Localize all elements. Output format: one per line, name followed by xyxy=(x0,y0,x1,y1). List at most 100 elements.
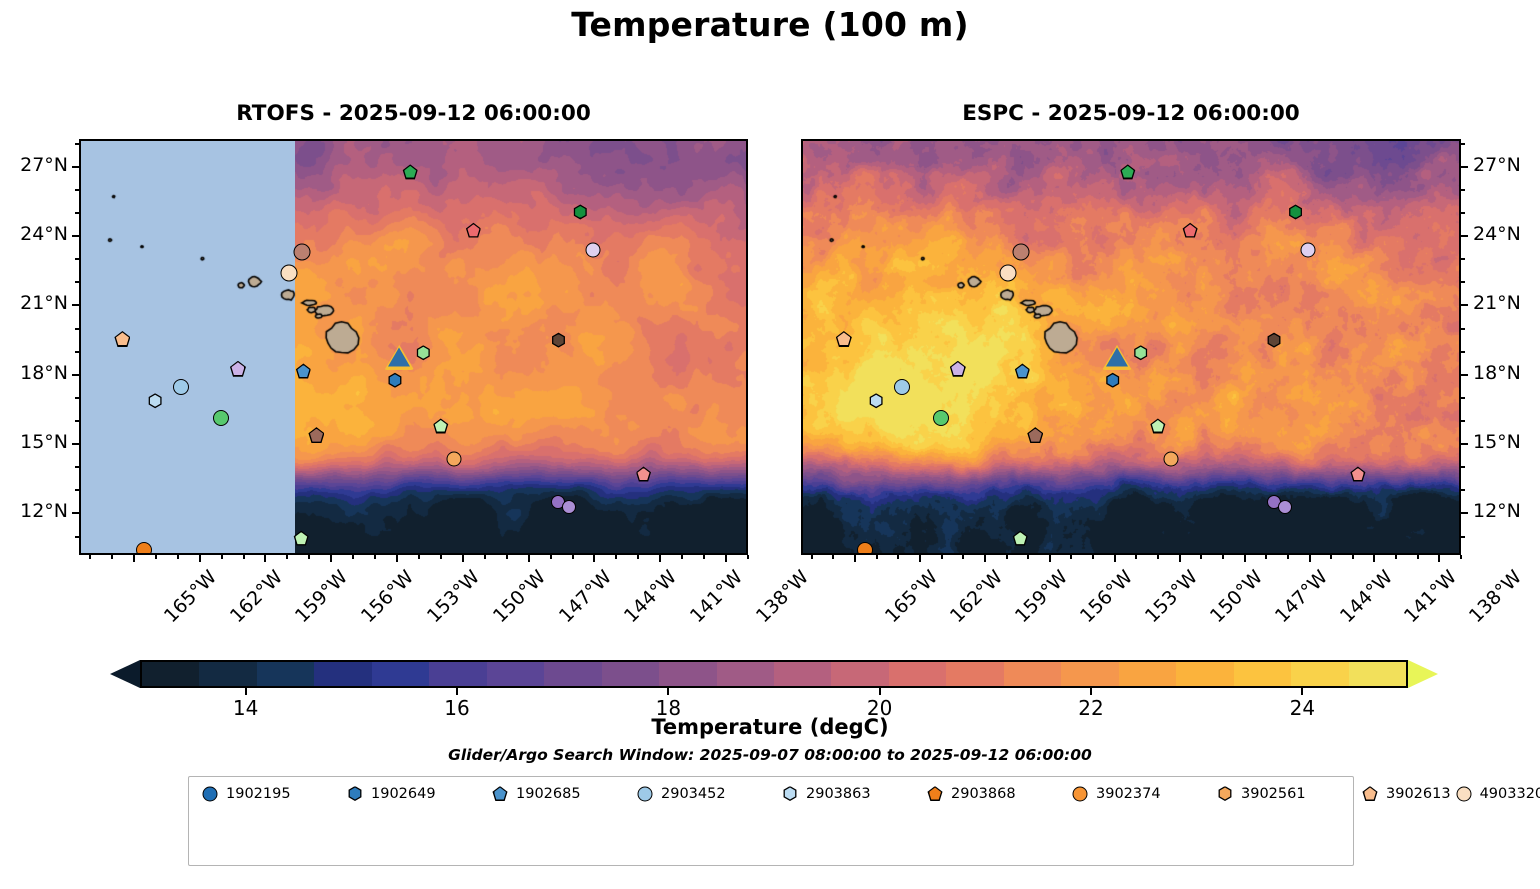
platform-marker-2903868[interactable] xyxy=(857,541,874,553)
colorbar-ticklabel-24: 24 xyxy=(1289,696,1316,720)
platform-marker-5905275[interactable] xyxy=(212,409,229,426)
xlabel-147°W: 147°W xyxy=(554,566,616,628)
platform-marker-5905853[interactable] xyxy=(416,345,431,361)
legend-item-1902685[interactable]: 1902685 xyxy=(487,783,632,804)
platform-marker-1902649[interactable] xyxy=(387,372,402,388)
platform-marker-5906811[interactable] xyxy=(585,242,601,258)
platform-marker-2903863[interactable] xyxy=(869,393,884,409)
legend-item-2903863[interactable]: 2903863 xyxy=(777,783,922,804)
xtick-minor xyxy=(439,555,442,559)
xtick-minor xyxy=(1027,555,1030,559)
platform-marker-7901106[interactable] xyxy=(1012,243,1030,261)
platform-marker-5906514[interactable] xyxy=(636,466,652,482)
platform-marker-1902685[interactable] xyxy=(1014,363,1030,379)
glider-marker-sg626[interactable] xyxy=(1106,347,1129,367)
platform-marker-3902613[interactable] xyxy=(835,330,852,347)
platform-marker-5904976[interactable] xyxy=(1120,164,1136,180)
glider-marker-sg626[interactable] xyxy=(388,347,411,367)
xlabel-141°W: 141°W xyxy=(1400,566,1462,628)
colorbar-band-13 xyxy=(888,662,947,686)
xtick-minor xyxy=(1351,555,1354,559)
xtick-minor xyxy=(747,555,749,559)
platform-marker-5905275[interactable] xyxy=(932,409,949,426)
ylabel-12°N: 12°N xyxy=(1473,500,1521,523)
xtick-major-165°W xyxy=(132,555,135,562)
legend-item-3902561[interactable]: 3902561 xyxy=(1212,783,1357,804)
platform-marker-5906814[interactable] xyxy=(551,332,566,348)
ytick-minor xyxy=(1461,188,1465,191)
xtick-minor xyxy=(308,555,311,559)
colorbar-band-15 xyxy=(1003,662,1062,686)
platform-marker-7901104[interactable] xyxy=(1027,427,1044,444)
ytick-minor xyxy=(75,258,79,261)
platform-marker-4903320[interactable] xyxy=(999,264,1017,282)
xtick-minor xyxy=(1070,555,1073,559)
colorbar: 14 16 18 20 22 24 xyxy=(110,660,1438,720)
platform-marker-5906095[interactable] xyxy=(293,530,309,546)
ytick-minor xyxy=(75,142,79,145)
ytick-major-21°N xyxy=(1461,304,1468,307)
ytick-minor xyxy=(1461,327,1465,330)
legend-item-4903320[interactable]: 4903320 xyxy=(1451,783,1540,804)
xtick-minor xyxy=(417,555,420,559)
legend-item-1902195[interactable]: 1902195 xyxy=(197,783,342,804)
colorbar-tick-18 xyxy=(667,688,670,695)
platform-marker-5906756[interactable] xyxy=(1277,500,1292,515)
platform-marker-5905853[interactable] xyxy=(1133,345,1148,361)
platform-marker-5906757[interactable] xyxy=(949,360,966,377)
platform-marker-5906095[interactable] xyxy=(1150,418,1166,434)
platform-marker-5906814[interactable] xyxy=(1267,332,1282,348)
ytick-minor xyxy=(75,466,79,469)
platform-marker-7901106[interactable] xyxy=(293,243,311,261)
ylabel-27°N: 27°N xyxy=(20,153,68,176)
ytick-minor xyxy=(75,188,79,191)
xtick-minor xyxy=(374,555,377,559)
xlabel-159°W: 159°W xyxy=(1010,566,1073,628)
xtick-minor xyxy=(352,555,355,559)
ytick-major-18°N xyxy=(72,373,79,376)
platform-marker-2903452[interactable] xyxy=(893,379,910,396)
ylabel-12°N: 12°N xyxy=(20,500,68,523)
platform-marker-4903321[interactable] xyxy=(573,204,588,220)
ytick-minor xyxy=(75,350,79,353)
ylabel-21°N: 21°N xyxy=(20,292,68,315)
platform-marker-4903321[interactable] xyxy=(1288,204,1303,220)
platform-marker-5906471[interactable] xyxy=(465,222,481,238)
platform-marker-5906514[interactable] xyxy=(1350,466,1366,482)
xlabel-159°W: 159°W xyxy=(291,566,353,628)
platform-marker-5906757[interactable] xyxy=(229,360,246,377)
platform-marker-5906471[interactable] xyxy=(1182,222,1198,238)
legend-item-2903868[interactable]: 2903868 xyxy=(922,783,1067,804)
platform-marker-3902561[interactable] xyxy=(1163,451,1179,467)
platform-marker-2903452[interactable] xyxy=(173,379,190,396)
platform-marker-5906095[interactable] xyxy=(433,418,449,434)
platform-marker-5906756[interactable] xyxy=(562,500,577,515)
platform-marker-2903863[interactable] xyxy=(148,393,163,409)
map-panel-rtofs[interactable] xyxy=(79,139,748,555)
xtick-minor xyxy=(703,555,706,559)
colorbar-over-arrow xyxy=(1408,660,1438,688)
platform-marker-5906095[interactable] xyxy=(1012,530,1028,546)
platform-marker-4903320[interactable] xyxy=(280,264,298,282)
platform-marker-1902649[interactable] xyxy=(1105,372,1120,388)
xlabel-150°W: 150°W xyxy=(1205,566,1267,628)
legend-label-1902685: 1902685 xyxy=(516,785,581,802)
platform-marker-3902613[interactable] xyxy=(114,330,131,347)
platform-marker-7901104[interactable] xyxy=(308,427,325,444)
xlabel-141°W: 141°W xyxy=(686,566,748,628)
platform-marker-2903868[interactable] xyxy=(136,541,153,553)
legend-label-3902613: 3902613 xyxy=(1386,785,1451,802)
xtick-minor xyxy=(286,555,289,559)
legend-item-3902374[interactable]: 3902374 xyxy=(1067,783,1212,804)
platform-marker-5904976[interactable] xyxy=(402,164,418,180)
platform-marker-3902561[interactable] xyxy=(446,451,462,467)
legend-item-1902649[interactable]: 1902649 xyxy=(342,783,487,804)
legend-item-3902613[interactable]: 3902613 xyxy=(1357,783,1451,804)
platform-marker-5906811[interactable] xyxy=(1300,242,1316,258)
colorbar-gradient xyxy=(140,660,1408,688)
xtick-major-141°W xyxy=(659,555,662,562)
legend-item-2903452[interactable]: 2903452 xyxy=(632,783,777,804)
map-panel-espc[interactable] xyxy=(801,139,1461,555)
page-title: Temperature (100 m) xyxy=(571,5,969,44)
platform-marker-1902685[interactable] xyxy=(295,363,311,379)
